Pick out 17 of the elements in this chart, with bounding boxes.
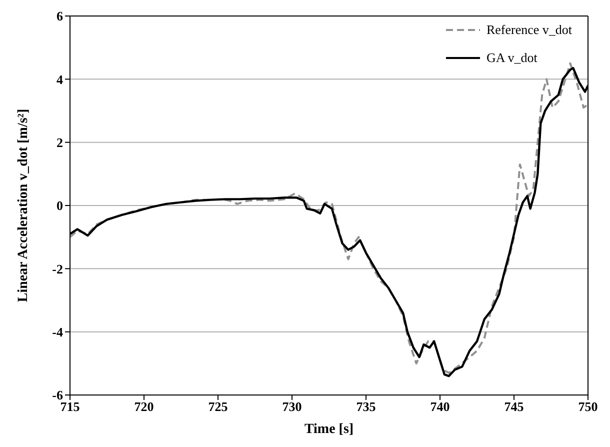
y-axis-title: Linear Acceleration v_dot [m/s²] bbox=[16, 108, 31, 302]
y-tick-label: 0 bbox=[56, 198, 63, 214]
y-tick-label: 4 bbox=[56, 72, 64, 87]
legend-label: Reference v_dot bbox=[486, 22, 572, 38]
y-tick-label: 6 bbox=[56, 8, 64, 24]
x-tick-label: 740 bbox=[430, 399, 450, 414]
y-tick-label: 2 bbox=[56, 134, 63, 150]
y-tick-label: -4 bbox=[52, 324, 64, 340]
x-tick-label: 735 bbox=[356, 399, 376, 414]
x-axis-title: Time [s] bbox=[304, 422, 354, 437]
x-tick-label: 730 bbox=[282, 399, 302, 414]
x-tick-label: 750 bbox=[578, 399, 598, 414]
x-tick-label: 720 bbox=[134, 399, 154, 414]
y-tick-label: -2 bbox=[52, 261, 63, 276]
legend-label: GA v_dot bbox=[486, 50, 538, 66]
x-tick-label: 725 bbox=[208, 399, 228, 414]
x-tick-label: 745 bbox=[504, 399, 524, 414]
